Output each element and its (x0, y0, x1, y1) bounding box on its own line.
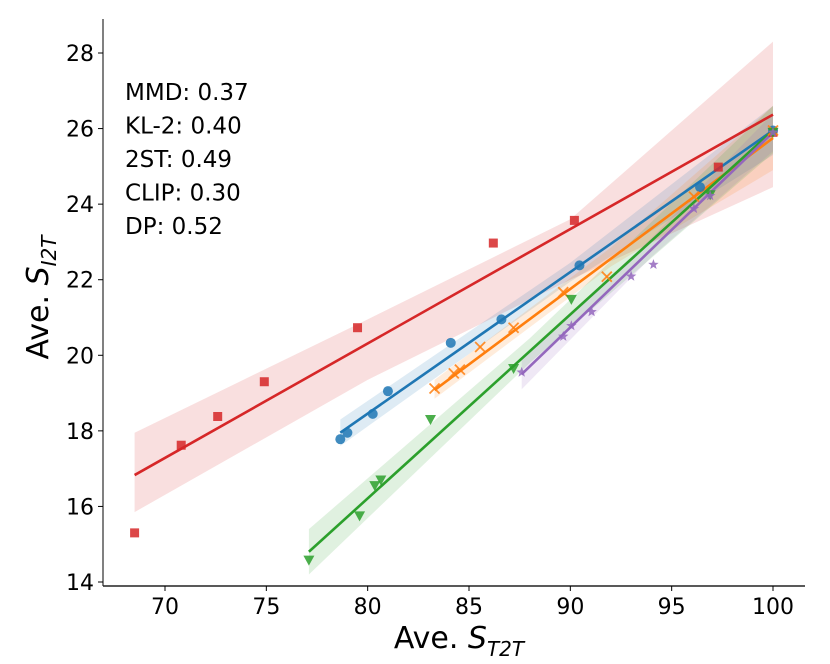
clip-point (303, 555, 315, 566)
annotation-text: DP: 0.52 (125, 214, 223, 240)
metric-annotations: MMD: 0.37 KL-2: 0.40 2ST: 0.49 CLIP: 0.30 DP… (125, 80, 249, 240)
annotation-text: KL-2: 0.40 (125, 114, 242, 140)
y-tick-label: 18 (66, 420, 94, 445)
2st-point (474, 341, 486, 353)
2st-point (454, 364, 466, 376)
mmd-point (213, 411, 223, 421)
y-axis-ticks: 14 16 18 20 22 24 26 28 (66, 42, 103, 596)
y-axis-label-prefix: Ave. (21, 285, 56, 359)
x-marker-stroke (474, 341, 486, 353)
dp-point (586, 306, 597, 317)
clip-point (354, 511, 366, 522)
x-tick-label: 70 (151, 595, 179, 620)
dp-confidence-band (521, 113, 773, 390)
y-tick-label: 14 (66, 571, 94, 596)
dp-point (648, 259, 659, 270)
x-marker-stroke (448, 367, 460, 380)
annotation-text: CLIP: 0.30 (125, 181, 241, 207)
kl-2-point (382, 386, 393, 397)
clip-point (369, 481, 381, 492)
x-axis-ticks: 70 75 80 85 90 95 100 (151, 586, 794, 620)
2st-point (428, 382, 441, 395)
kl-2-regression-line (339, 129, 774, 434)
kl-2-point (695, 182, 706, 193)
x-tick-label: 90 (556, 595, 584, 620)
2st-point (601, 271, 613, 283)
y-tick-label: 26 (66, 118, 94, 143)
x-marker-stroke (688, 190, 700, 203)
mmd-regression-line (133, 113, 774, 477)
regression-lines (133, 113, 774, 553)
x-marker-stroke (454, 364, 466, 376)
mmd-confidence-band (134, 41, 774, 513)
dp-point (767, 126, 779, 137)
clip-regression-line (308, 129, 774, 553)
kl-2-point (496, 314, 507, 325)
2st-point (448, 367, 460, 380)
y-tick-label: 22 (66, 269, 94, 294)
kl-2-point (574, 260, 585, 271)
x-marker-stroke (557, 286, 569, 298)
x-tick-label: 100 (752, 595, 794, 620)
mmd-point (353, 323, 363, 333)
y-axis-label: Ave. SI2T (21, 234, 61, 360)
x-marker-stroke (507, 322, 520, 334)
data-points (130, 124, 779, 566)
x-marker-stroke (428, 382, 441, 395)
kl-2-point (367, 408, 378, 419)
kl-2-point (342, 427, 353, 438)
dp-point (516, 366, 527, 377)
y-tick-label: 20 (66, 344, 94, 369)
x-axis-label: Ave. ST2T (394, 621, 526, 661)
y-axis-label-symbol: S (21, 266, 56, 285)
clip-point (424, 415, 436, 426)
dp-point (704, 190, 716, 201)
y-tick-label: 24 (66, 193, 94, 218)
y-tick-label: 16 (66, 495, 94, 520)
clip-point (508, 364, 520, 375)
y-axis-label-subscript: I2T (37, 234, 61, 267)
x-axis-label-symbol: S (468, 621, 487, 656)
mmd-point (176, 440, 186, 450)
x-axis-label-prefix: Ave. (394, 621, 468, 656)
x-axis-label-subscript: T2T (487, 637, 526, 661)
mmd-point (488, 238, 498, 248)
clip-point (565, 294, 577, 305)
dp-point (688, 203, 700, 214)
x-tick-label: 95 (658, 595, 686, 620)
x-marker-stroke (601, 271, 613, 283)
y-tick-label: 28 (66, 42, 94, 67)
2st-point (688, 190, 700, 203)
dp-point (566, 320, 577, 331)
kl-2-point (445, 337, 456, 348)
x-tick-label: 85 (455, 595, 483, 620)
mmd-point (713, 162, 723, 172)
dp-point (625, 270, 637, 281)
x-tick-label: 80 (354, 595, 382, 620)
2st-point (507, 322, 520, 334)
annotation-text: MMD: 0.37 (125, 80, 249, 106)
kl-2-point (335, 434, 346, 445)
dp-point (558, 330, 569, 341)
mmd-point (130, 528, 140, 538)
x-tick-label: 75 (252, 595, 280, 620)
mmd-point (259, 377, 269, 387)
kl-2-confidence-band (340, 105, 773, 446)
mmd-point (569, 215, 579, 225)
clip-point (375, 475, 387, 486)
annotation-text: 2ST: 0.49 (125, 147, 232, 173)
